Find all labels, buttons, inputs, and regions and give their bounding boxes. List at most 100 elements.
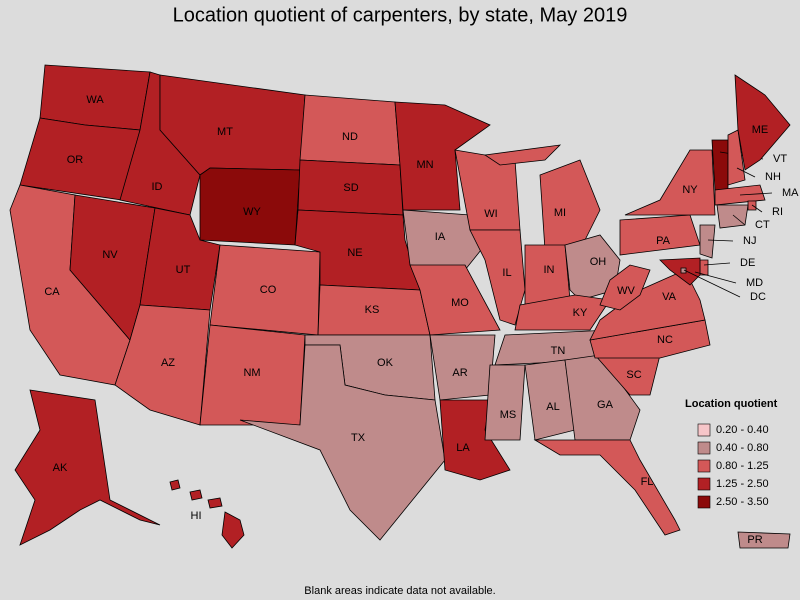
state-region [533, 439, 681, 536]
state-label: NH [765, 171, 781, 183]
state-label: PA [656, 235, 671, 247]
state-region [114, 304, 211, 426]
state-label: TN [551, 345, 566, 357]
state-label: KY [573, 307, 588, 319]
state-label: AZ [161, 357, 175, 369]
state-region [699, 259, 709, 276]
state-label: CT [755, 219, 770, 231]
legend-label: 1.25 - 2.50 [716, 478, 769, 490]
legend-title: Location quotient [685, 398, 778, 410]
legend-swatch [697, 495, 711, 509]
footnote: Blank areas indicate data not available. [304, 585, 495, 597]
leader-line [732, 214, 746, 226]
legend-swatch [697, 477, 711, 491]
state-region [737, 531, 791, 549]
state-label: PR [747, 534, 762, 546]
state-region [409, 264, 501, 336]
legend-swatch [697, 423, 711, 437]
state-label: HI [191, 510, 202, 522]
state-label: MT [217, 126, 233, 138]
state-region [659, 257, 701, 286]
legend-label: 0.80 - 1.25 [716, 460, 769, 472]
state-label: SC [626, 369, 641, 381]
state-label: LA [456, 442, 470, 454]
state-region [680, 267, 687, 274]
state-label: IA [435, 231, 446, 243]
state-region [514, 294, 611, 331]
state-label: NC [657, 334, 673, 346]
state-region [394, 101, 491, 211]
state-region [624, 149, 716, 216]
state-region [221, 511, 245, 549]
state-region [402, 209, 486, 271]
legend-swatch [697, 459, 711, 473]
legend-label: 0.20 - 0.40 [716, 424, 769, 436]
state-label: KS [365, 304, 380, 316]
state-region [699, 224, 716, 259]
state-region [747, 200, 757, 211]
state-region [469, 229, 526, 326]
state-label: WV [617, 285, 635, 297]
legend-label: 2.50 - 3.50 [716, 496, 769, 508]
leader-line [739, 192, 773, 196]
state-label: AK [53, 462, 68, 474]
state-region [207, 497, 223, 509]
leader-line [683, 269, 741, 298]
state-label: MO [451, 297, 469, 309]
state-region [734, 74, 791, 171]
state-label: ND [342, 131, 358, 143]
map-title: Location quotient of carpenters, by stat… [173, 4, 628, 26]
leader-line [703, 262, 731, 266]
state-region [189, 489, 203, 501]
state-label: WI [484, 208, 497, 220]
state-label: NV [102, 249, 118, 261]
state-label: WA [86, 94, 104, 106]
legend-label: 0.40 - 0.80 [716, 442, 769, 454]
leader-line [707, 239, 734, 242]
state-region [711, 139, 729, 191]
state-label: CA [44, 286, 60, 298]
state-region [599, 264, 651, 311]
leader-line [694, 271, 737, 284]
state-label: OK [377, 357, 394, 369]
state-region [716, 204, 749, 229]
state-region [539, 159, 601, 251]
state-label: DE [740, 257, 755, 269]
state-label: NY [682, 184, 698, 196]
state-label: ID [152, 181, 163, 193]
state-label: OH [590, 256, 607, 268]
state-label: IN [544, 264, 555, 276]
state-label: RI [772, 206, 783, 218]
state-label: NM [243, 367, 260, 379]
state-region [483, 144, 562, 166]
state-label: VT [773, 153, 787, 165]
leader-line [736, 167, 756, 178]
state-label: OR [67, 154, 84, 166]
state-region [199, 167, 301, 246]
state-region [239, 344, 446, 541]
state-label: IL [502, 267, 511, 279]
state-label: NJ [743, 235, 756, 247]
state-region [169, 479, 181, 491]
state-label: TX [351, 432, 366, 444]
state-label: VA [662, 291, 677, 303]
state-label: MA [782, 187, 799, 199]
state-label: DC [750, 291, 766, 303]
state-label: UT [176, 264, 191, 276]
state-label: NE [347, 247, 362, 259]
state-label: MS [500, 409, 517, 421]
state-label: ME [752, 124, 769, 136]
state-label: FL [641, 476, 654, 488]
state-label: SD [343, 182, 358, 194]
state-region [727, 129, 746, 186]
leader-line [751, 204, 763, 213]
state-region [14, 389, 161, 546]
state-label: AR [452, 367, 467, 379]
state-label: AL [546, 401, 559, 413]
state-label: MN [416, 159, 433, 171]
state-label: GA [597, 399, 614, 411]
state-region [484, 364, 526, 441]
state-label: WY [243, 206, 261, 218]
state-label: MD [746, 277, 763, 289]
